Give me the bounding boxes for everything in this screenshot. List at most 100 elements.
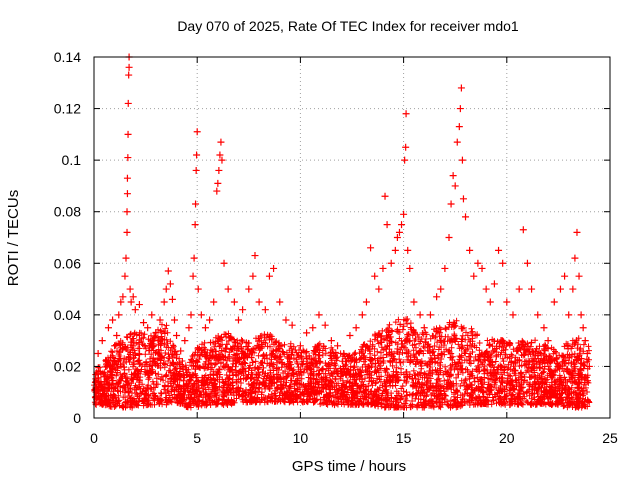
data-point (187, 311, 195, 319)
data-point (190, 254, 198, 262)
data-point (230, 298, 238, 306)
data-point (214, 179, 222, 187)
data-point (457, 84, 465, 92)
data-point (395, 228, 403, 236)
data-point (470, 272, 478, 280)
data-point (123, 190, 131, 198)
y-tick-label: 0.06 (54, 255, 81, 271)
data-point (127, 298, 135, 306)
data-point (573, 228, 581, 236)
data-point (125, 63, 133, 71)
data-point (404, 246, 412, 254)
x-tick-label: 5 (193, 430, 201, 446)
data-point (113, 331, 121, 339)
data-point (303, 329, 311, 337)
data-point (224, 285, 232, 293)
y-tick-label: 0.14 (54, 49, 81, 65)
data-point (249, 272, 257, 280)
data-point (96, 368, 104, 376)
data-point (156, 316, 164, 324)
data-point (216, 151, 224, 159)
data-point (575, 272, 583, 280)
data-point (375, 285, 383, 293)
data-point (276, 298, 284, 306)
data-point (261, 306, 269, 314)
data-point (185, 324, 193, 332)
data-point (486, 298, 494, 306)
x-tick-label: 15 (396, 430, 412, 446)
data-point (456, 105, 464, 113)
data-point (544, 337, 552, 345)
data-point (111, 342, 119, 350)
data-point (217, 138, 225, 146)
data-point (550, 298, 558, 306)
data-point (515, 285, 523, 293)
data-point (437, 285, 445, 293)
data-point (164, 267, 172, 275)
data-point (109, 316, 117, 324)
data-point (213, 187, 221, 195)
data-point (445, 234, 453, 241)
data-point (426, 311, 434, 319)
data-point (194, 285, 202, 293)
data-point (220, 259, 228, 267)
data-point (117, 298, 125, 306)
data-point (124, 99, 132, 107)
data-point (125, 71, 133, 79)
data-point (170, 316, 178, 324)
data-point (122, 254, 130, 262)
data-point (447, 200, 455, 208)
data-point (192, 166, 200, 174)
data-point (534, 311, 542, 319)
data-point (401, 156, 409, 164)
x-tick-label: 20 (499, 430, 515, 446)
data-point (400, 210, 408, 218)
data-point (177, 347, 185, 355)
data-point (441, 264, 449, 272)
plot-frame (93, 56, 611, 419)
data-point (94, 350, 102, 358)
y-tick-label: 0.08 (54, 204, 81, 220)
data-point (393, 234, 401, 241)
data-point (499, 259, 507, 267)
data-point (181, 337, 189, 345)
data-point (251, 252, 259, 260)
data-point (579, 324, 587, 332)
data-point (466, 246, 474, 254)
data-point (265, 272, 273, 280)
y-axis-ticks: 0 0.02 0.04 0.06 0.08 0.1 0.12 0.14 (54, 49, 610, 426)
data-point (98, 337, 106, 345)
data-point (503, 298, 511, 306)
data-point (509, 311, 517, 319)
data-point (528, 285, 536, 293)
data-points (92, 53, 593, 391)
data-point (402, 110, 410, 118)
data-point (474, 259, 482, 267)
data-point (215, 166, 223, 174)
dense-data-band (91, 316, 593, 411)
data-point (585, 362, 593, 370)
data-point (100, 373, 108, 381)
data-point (148, 311, 156, 319)
data-point (420, 324, 428, 332)
data-point (556, 285, 564, 293)
data-point (234, 316, 242, 324)
data-point (245, 285, 253, 293)
data-point (124, 130, 132, 138)
data-point (490, 280, 498, 288)
data-point (129, 293, 137, 301)
data-point (482, 285, 490, 293)
data-point (144, 324, 152, 332)
data-point (381, 192, 389, 200)
data-point (160, 298, 168, 306)
x-tick-label: 0 (90, 430, 98, 446)
y-tick-label: 0.04 (54, 307, 81, 323)
data-point (340, 350, 348, 358)
data-point (561, 272, 569, 280)
data-point (206, 316, 214, 324)
data-point (119, 293, 127, 301)
data-point (123, 208, 131, 216)
data-point (565, 311, 573, 319)
data-point (569, 285, 577, 293)
